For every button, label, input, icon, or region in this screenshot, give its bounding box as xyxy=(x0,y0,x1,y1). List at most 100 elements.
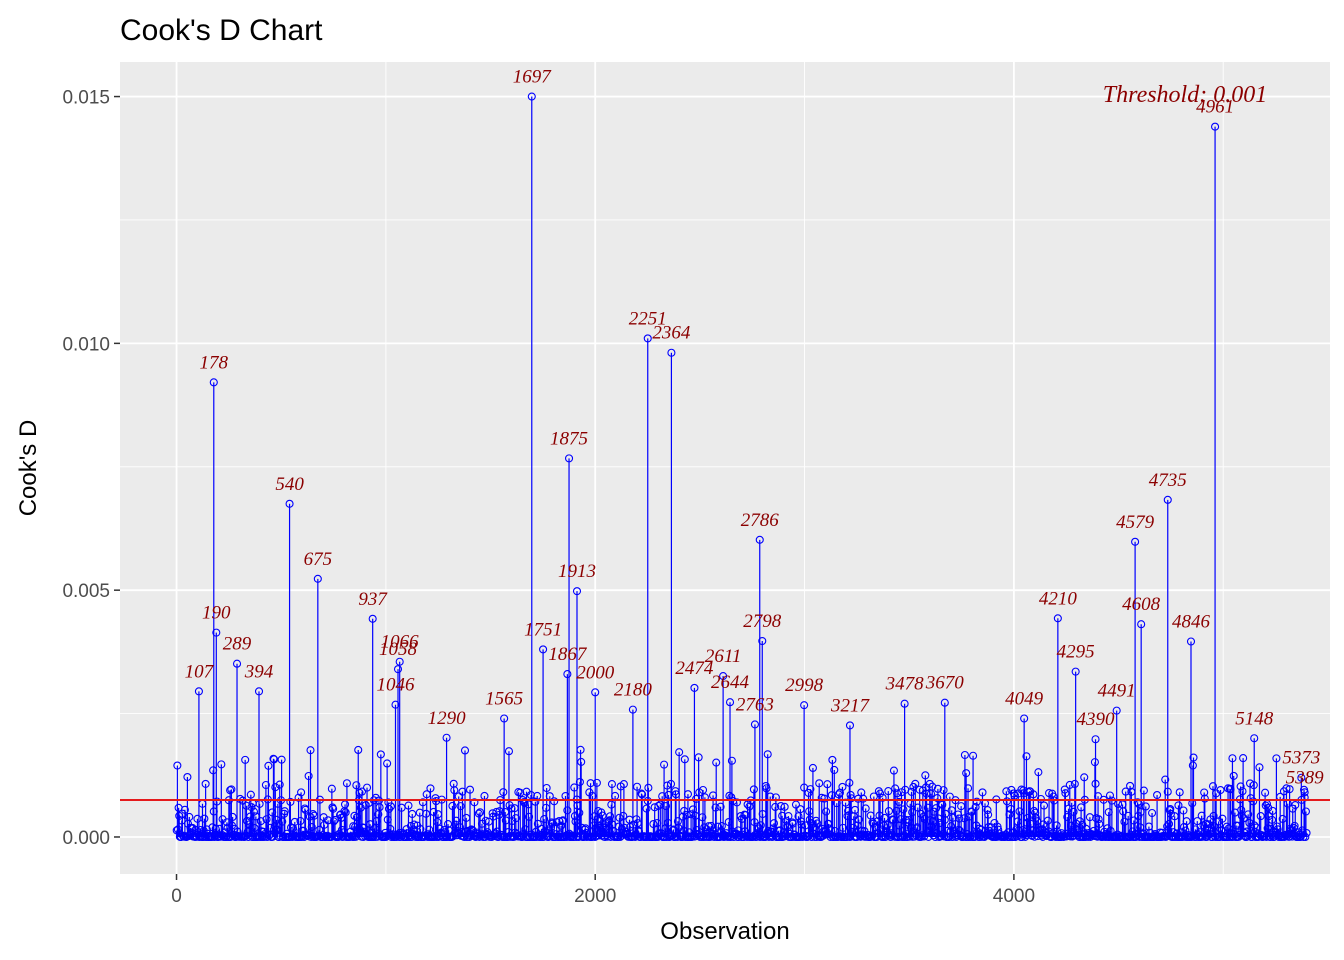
observation-point xyxy=(212,797,221,806)
observation-point xyxy=(1090,758,1099,767)
point-label: 2180 xyxy=(614,680,653,701)
observation-point xyxy=(1112,706,1121,715)
point-label: 3478 xyxy=(885,674,925,695)
observation-point xyxy=(1278,814,1287,823)
point-label: 5148 xyxy=(1235,708,1274,729)
observation-point xyxy=(352,813,362,822)
observation-point xyxy=(960,750,969,760)
observation-point xyxy=(908,808,917,817)
observation-point xyxy=(525,812,534,821)
observation-point xyxy=(1052,821,1061,830)
observation-point xyxy=(329,804,338,813)
observation-point xyxy=(200,814,209,823)
observation-point xyxy=(859,832,868,841)
observation-point xyxy=(784,812,793,821)
observation-point xyxy=(1039,801,1049,810)
observation-point xyxy=(404,801,413,810)
point-label: 4846 xyxy=(1172,612,1211,633)
observation-point xyxy=(254,687,264,696)
observation-point xyxy=(849,823,858,832)
point-label: 4735 xyxy=(1149,470,1187,491)
observation-point xyxy=(983,806,992,815)
observation-point xyxy=(682,810,691,819)
observation-point xyxy=(939,786,948,795)
observation-point xyxy=(806,785,815,794)
x-axis-ticks: 0 2000 4000 xyxy=(171,874,1035,907)
observation-point xyxy=(256,817,265,826)
observation-point xyxy=(575,808,584,817)
observation-point xyxy=(591,688,600,697)
point-label: 1875 xyxy=(550,428,588,449)
observation-point xyxy=(501,807,510,817)
point-label: 4961 xyxy=(1196,97,1234,118)
observation-point xyxy=(443,820,453,829)
observation-point xyxy=(1153,790,1162,800)
observation-point xyxy=(503,832,512,841)
observation-point xyxy=(500,714,509,723)
observation-point xyxy=(1175,788,1184,797)
observation-point xyxy=(251,812,260,821)
observation-point xyxy=(1121,787,1130,796)
observation-point xyxy=(1204,820,1213,829)
observation-point xyxy=(660,760,669,769)
observation-point xyxy=(1238,787,1247,796)
point-label: 4049 xyxy=(1005,689,1044,710)
observation-point xyxy=(1300,793,1309,802)
observation-point xyxy=(474,809,483,818)
observation-point xyxy=(933,784,942,793)
observation-point xyxy=(876,789,885,798)
observation-point xyxy=(1133,798,1142,807)
point-label: 2364 xyxy=(652,323,691,344)
observation-point xyxy=(850,805,860,814)
observation-point xyxy=(209,766,218,775)
observation-point xyxy=(555,817,564,826)
observation-point xyxy=(264,761,273,770)
observation-point xyxy=(495,807,504,816)
observation-point xyxy=(880,813,889,822)
observation-point xyxy=(661,802,671,811)
observation-point xyxy=(680,755,689,764)
observation-point xyxy=(828,755,837,764)
observation-point xyxy=(1297,773,1306,782)
observation-point xyxy=(383,759,392,768)
point-label: 289 xyxy=(223,634,252,655)
observation-point xyxy=(368,614,377,623)
observation-point xyxy=(745,802,754,811)
observation-point xyxy=(1234,821,1243,830)
observation-point xyxy=(1228,754,1237,763)
observation-point xyxy=(1198,832,1207,841)
observation-point xyxy=(771,802,780,812)
observation-point xyxy=(558,816,568,825)
observation-point xyxy=(573,801,582,810)
observation-point xyxy=(268,832,277,841)
observation-point xyxy=(499,788,508,797)
observation-point xyxy=(262,815,271,824)
observation-point xyxy=(1164,826,1173,835)
observation-point xyxy=(484,817,493,826)
observation-point xyxy=(1222,822,1231,831)
observation-point xyxy=(854,794,863,803)
observation-point xyxy=(563,670,572,679)
observation-point xyxy=(383,815,392,824)
point-label: 394 xyxy=(244,661,274,682)
point-label: 2474 xyxy=(675,658,714,679)
observation-point xyxy=(1137,620,1146,629)
observation-point xyxy=(815,779,824,788)
point-label: 540 xyxy=(275,474,304,495)
observation-point xyxy=(698,813,707,822)
observation-point xyxy=(680,806,689,815)
observation-point xyxy=(1301,832,1310,842)
observation-point xyxy=(938,800,947,809)
observation-point xyxy=(923,803,932,812)
observation-point xyxy=(201,779,210,788)
observation-point xyxy=(458,787,467,796)
y-axis-title: Cook's D xyxy=(15,420,42,517)
point-label: 1066 xyxy=(381,632,420,653)
observation-point xyxy=(277,755,286,764)
observation-point xyxy=(271,783,280,792)
observation-point xyxy=(313,574,322,583)
observation-point xyxy=(633,782,642,791)
observation-point xyxy=(1261,801,1270,810)
observation-point xyxy=(607,780,617,789)
observation-point xyxy=(756,832,765,842)
